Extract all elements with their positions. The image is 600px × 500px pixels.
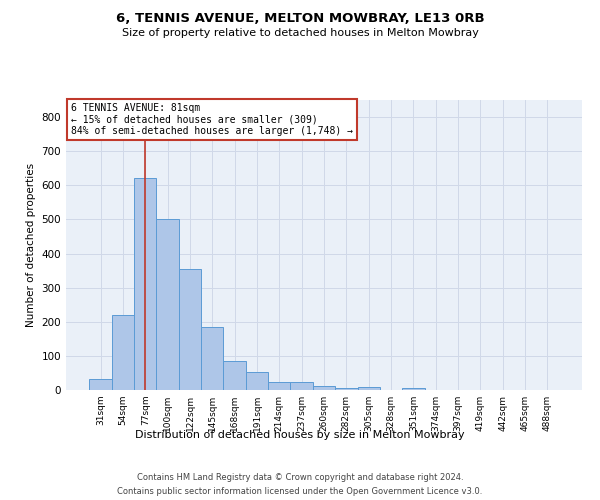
Bar <box>179 269 201 390</box>
Bar <box>223 361 246 390</box>
Bar <box>358 388 380 390</box>
Bar <box>402 388 425 390</box>
Bar <box>157 220 179 390</box>
Bar <box>89 379 112 390</box>
Bar <box>201 327 223 390</box>
Bar <box>134 178 157 390</box>
Bar <box>268 382 290 390</box>
Text: 6 TENNIS AVENUE: 81sqm
← 15% of detached houses are smaller (309)
84% of semi-de: 6 TENNIS AVENUE: 81sqm ← 15% of detached… <box>71 103 353 136</box>
Text: 6, TENNIS AVENUE, MELTON MOWBRAY, LE13 0RB: 6, TENNIS AVENUE, MELTON MOWBRAY, LE13 0… <box>116 12 484 26</box>
Text: Contains HM Land Registry data © Crown copyright and database right 2024.: Contains HM Land Registry data © Crown c… <box>137 473 463 482</box>
Bar <box>290 382 313 390</box>
Text: Contains public sector information licensed under the Open Government Licence v3: Contains public sector information licen… <box>118 486 482 496</box>
Bar <box>112 315 134 390</box>
Bar <box>313 386 335 390</box>
Text: Distribution of detached houses by size in Melton Mowbray: Distribution of detached houses by size … <box>135 430 465 440</box>
Bar <box>335 388 358 390</box>
Text: Size of property relative to detached houses in Melton Mowbray: Size of property relative to detached ho… <box>122 28 478 38</box>
Y-axis label: Number of detached properties: Number of detached properties <box>26 163 36 327</box>
Bar <box>246 372 268 390</box>
